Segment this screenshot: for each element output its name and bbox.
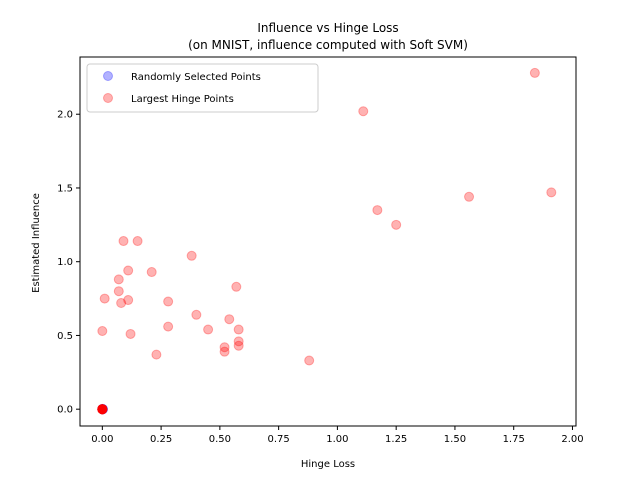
x-tick-label: 0.25	[150, 434, 172, 445]
data-point	[219, 342, 230, 353]
data-point	[97, 404, 108, 415]
data-point	[98, 404, 109, 415]
data-point	[372, 205, 383, 216]
x-axis-label: Hinge Loss	[301, 459, 355, 470]
y-tick-label: 0.0	[57, 405, 73, 416]
data-point	[97, 404, 108, 415]
data-point	[99, 293, 110, 304]
legend-label-random: Randomly Selected Points	[131, 72, 261, 83]
data-point	[191, 309, 202, 320]
data-point	[97, 404, 108, 415]
x-tick-label: 1.25	[385, 434, 407, 445]
x-tick-label: 0.00	[91, 434, 113, 445]
data-point	[123, 265, 134, 276]
data-point	[116, 298, 127, 308]
data-point	[529, 67, 540, 78]
plot-frame	[79, 56, 577, 427]
data-point	[97, 404, 108, 415]
x-tick-label: 0.75	[268, 434, 290, 445]
x-tick-label: 1.50	[444, 434, 466, 445]
y-axis: 0.0 0.5 1.0 1.5 2.0	[57, 110, 80, 416]
x-axis: 0.00 0.25 0.50 0.75 1.00 1.25 1.50 1.75 2.00	[91, 426, 584, 445]
x-tick-label: 0.50	[209, 434, 231, 445]
data-point	[233, 324, 244, 335]
x-tick-label: 2.00	[561, 434, 583, 445]
data-point	[224, 314, 235, 325]
data-point	[97, 404, 108, 415]
data-point	[231, 281, 242, 292]
data-point	[97, 404, 108, 415]
plot-area	[79, 56, 577, 427]
data-point	[97, 404, 108, 415]
chart-title: Influence vs Hinge Loss (on MNIST, influ…	[188, 21, 468, 52]
y-tick-label: 1.0	[57, 257, 73, 268]
data-point	[118, 236, 129, 247]
x-tick-label: 1.00	[326, 434, 348, 445]
data-point	[203, 324, 214, 335]
data-point	[97, 404, 108, 415]
data-point	[97, 404, 108, 415]
data-point	[391, 219, 402, 230]
data-point	[97, 326, 108, 337]
data-point	[97, 404, 108, 415]
data-point	[113, 274, 124, 285]
y-tick-label: 2.0	[57, 110, 73, 121]
legend-marker-largest-hinge	[103, 93, 113, 103]
legend: Randomly Selected Points Largest Hinge P…	[86, 63, 319, 113]
data-point	[97, 404, 108, 415]
data-point	[186, 250, 197, 261]
data-point	[304, 355, 315, 366]
chart-title-line-1: Influence vs Hinge Loss	[257, 21, 398, 35]
data-point	[146, 267, 157, 278]
legend-box	[86, 63, 319, 113]
series-0	[97, 403, 109, 415]
data-point	[97, 404, 108, 415]
data-point	[151, 349, 162, 360]
data-point	[113, 286, 124, 297]
data-point	[219, 346, 230, 357]
legend-marker-random	[103, 71, 113, 81]
data-point	[123, 295, 134, 306]
legend-label-largest-hinge: Largest Hinge Points	[131, 94, 234, 105]
y-tick-label: 1.5	[57, 183, 73, 194]
x-tick-label: 1.75	[503, 434, 525, 445]
y-tick-label: 0.5	[57, 331, 73, 342]
y-axis-label: Estimated Influence	[31, 193, 42, 293]
data-point	[97, 403, 108, 414]
data-point	[125, 328, 136, 339]
data-point	[163, 321, 174, 332]
data-point	[97, 404, 108, 415]
series-1	[97, 67, 557, 415]
data-point	[97, 404, 108, 415]
data-point	[233, 336, 244, 347]
data-point	[163, 296, 174, 307]
data-point	[97, 404, 108, 415]
data-point	[358, 106, 369, 117]
data-point	[546, 187, 557, 198]
data-point	[233, 340, 244, 351]
data-point	[132, 236, 143, 247]
data-point	[464, 191, 475, 202]
chart-title-line-2: (on MNIST, influence computed with Soft …	[188, 38, 468, 52]
